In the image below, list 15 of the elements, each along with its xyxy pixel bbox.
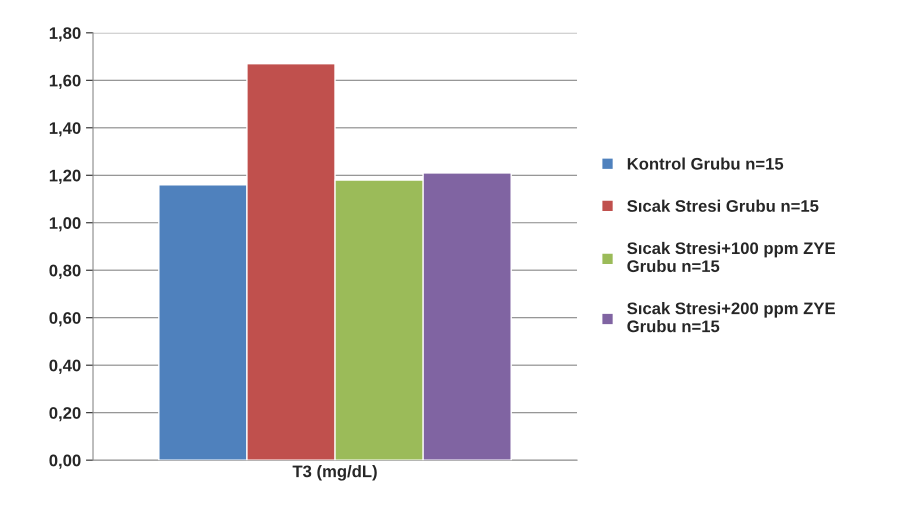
y-tick-label: 0,20 [49, 407, 81, 422]
x-tick-label: T3 (mg/dL) [292, 465, 377, 481]
y-tick-label: 1,80 [50, 27, 81, 42]
y-tick-label: 1,60 [50, 74, 81, 89]
y-tick-label: 0,00 [49, 454, 81, 469]
y-tick-label: 0,80 [49, 264, 81, 279]
legend-label: Sıcak Stresi Grubu n=15 [627, 200, 818, 212]
y-tick-label: 0,40 [49, 360, 81, 374]
legend-label: Sıcak Stresi+200 ppm ZYE Grubu n=15 [627, 302, 835, 332]
y-tick-label: 1,20 [50, 170, 81, 184]
legend-label: Sıcak Stresi+100 ppm ZYE Grubu n=15 [627, 242, 835, 272]
y-tick-label: 0,60 [49, 312, 81, 326]
y-tick-label: 1,40 [50, 122, 81, 136]
y-tick-label: 1,00 [50, 217, 81, 232]
legend-label: Kontrol Grubu n=15 [628, 157, 784, 170]
